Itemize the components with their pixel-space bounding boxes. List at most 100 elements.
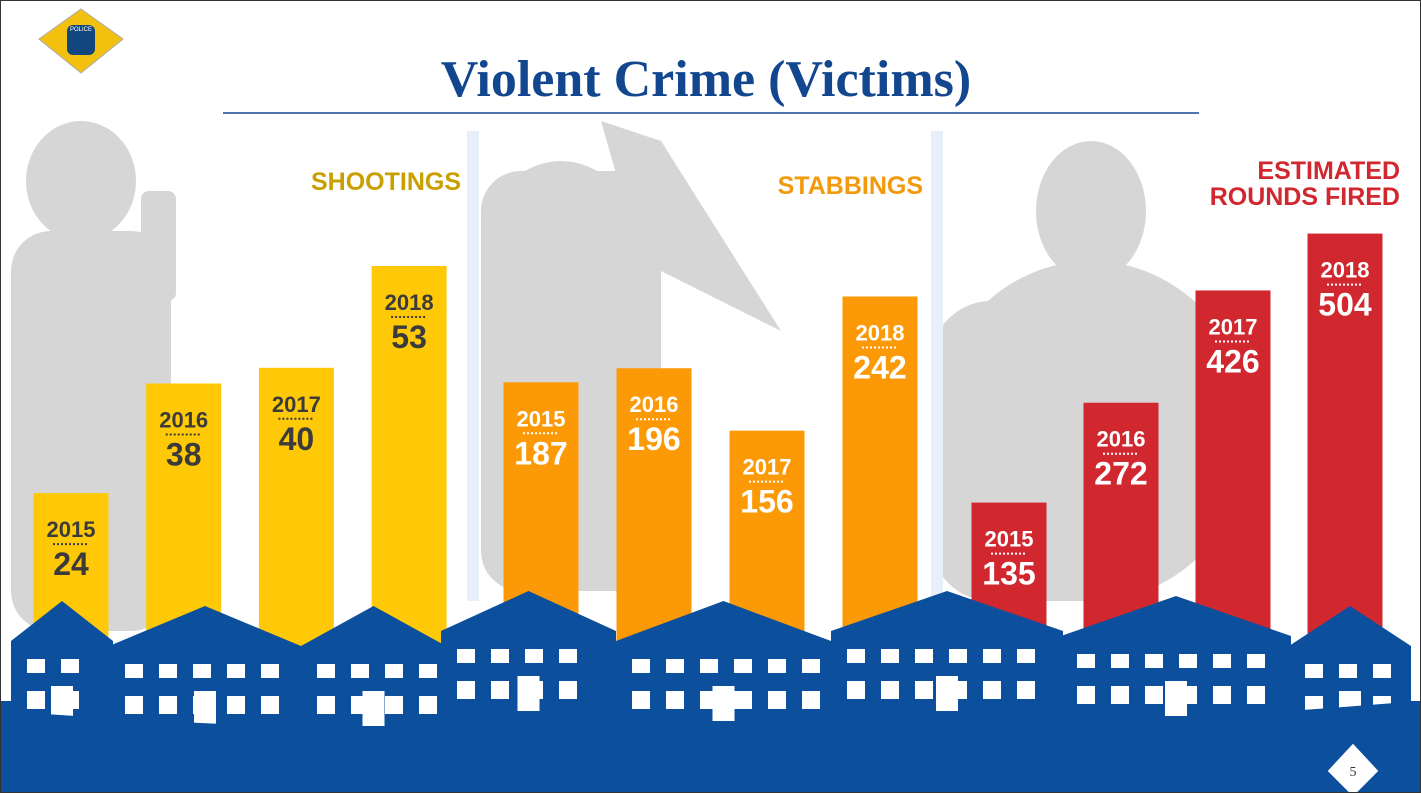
logo: POLICE — [38, 8, 124, 74]
panel-title: SHOOTINGS — [310, 168, 461, 196]
window — [1111, 654, 1129, 668]
bar — [1307, 233, 1383, 682]
window — [983, 681, 1001, 699]
window — [491, 649, 509, 663]
window — [1077, 654, 1095, 668]
bar-year-label: 2016 — [630, 392, 679, 417]
window — [159, 664, 177, 678]
town-skyline — [1, 591, 1420, 792]
page-badge — [1326, 742, 1380, 792]
window — [700, 659, 718, 673]
window — [915, 649, 933, 663]
bar-year-label: 2015 — [985, 527, 1034, 552]
bar-value-label: 272 — [1094, 456, 1147, 492]
window — [734, 691, 752, 709]
door — [936, 676, 958, 711]
window — [261, 664, 279, 678]
panel-title: STABBINGS — [777, 172, 923, 200]
window — [1305, 664, 1323, 678]
window — [881, 649, 899, 663]
window — [317, 664, 335, 678]
bar-value-label: 40 — [279, 421, 315, 457]
window — [802, 659, 820, 673]
door — [517, 676, 540, 711]
window — [159, 696, 177, 714]
window — [227, 696, 245, 714]
panel-dividers — [467, 131, 943, 601]
window — [1247, 654, 1265, 668]
window — [559, 649, 577, 663]
window — [802, 691, 820, 709]
window — [1077, 686, 1095, 704]
house — [1289, 606, 1411, 711]
window — [227, 664, 245, 678]
house — [109, 606, 301, 711]
window — [1339, 664, 1357, 678]
bar-value-label: 156 — [740, 484, 793, 520]
bar-value-label: 196 — [627, 421, 680, 457]
window — [1247, 686, 1265, 704]
window — [419, 664, 437, 678]
window — [419, 696, 437, 714]
window — [632, 659, 650, 673]
window — [457, 649, 475, 663]
bar-year-label: 2018 — [385, 290, 434, 315]
window — [317, 696, 335, 714]
bar-value-label: 242 — [853, 349, 906, 385]
window — [734, 659, 752, 673]
bar-value-label: 187 — [514, 435, 567, 471]
window — [385, 664, 403, 678]
house — [301, 606, 446, 711]
window — [559, 681, 577, 699]
window — [632, 691, 650, 709]
slide-number: 5 — [1350, 765, 1357, 780]
window — [1373, 664, 1391, 678]
window — [847, 649, 865, 663]
bar-year-label: 2017 — [272, 392, 321, 417]
window — [193, 664, 211, 678]
window — [1213, 654, 1231, 668]
window — [351, 664, 369, 678]
bar-value-label: 24 — [53, 546, 89, 582]
window — [768, 659, 786, 673]
window — [457, 681, 475, 699]
window — [1213, 686, 1231, 704]
window — [983, 649, 1001, 663]
window — [1017, 681, 1035, 699]
bar-year-label: 2017 — [743, 455, 792, 480]
logo-text: POLICE — [70, 27, 92, 33]
door — [194, 691, 216, 726]
bar-year-label: 2018 — [1321, 258, 1370, 283]
bar-year-label: 2018 — [856, 320, 905, 345]
window — [385, 696, 403, 714]
bar-value-label: 135 — [982, 556, 1035, 592]
door — [712, 686, 735, 721]
bar-value-label: 504 — [1318, 287, 1372, 323]
bar-value-label: 38 — [166, 436, 202, 472]
window — [1145, 654, 1163, 668]
window — [125, 664, 143, 678]
house — [616, 601, 831, 711]
slide-title: Violent Crime (Victims) — [441, 51, 971, 108]
bar-value-label: 426 — [1206, 343, 1259, 379]
window — [768, 691, 786, 709]
bar-year-label: 2015 — [517, 406, 566, 431]
door — [51, 686, 73, 721]
window — [949, 649, 967, 663]
window — [666, 659, 684, 673]
ground-curve — [1, 701, 1420, 792]
bar-value-label: 53 — [391, 319, 427, 355]
bar-year-label: 2016 — [159, 407, 208, 432]
window — [261, 696, 279, 714]
window — [1111, 686, 1129, 704]
window — [1145, 686, 1163, 704]
bar-year-label: 2017 — [1209, 314, 1258, 339]
house — [11, 601, 113, 711]
window — [666, 691, 684, 709]
window — [881, 681, 899, 699]
window — [27, 659, 45, 673]
window — [125, 696, 143, 714]
window — [847, 681, 865, 699]
window — [525, 649, 543, 663]
